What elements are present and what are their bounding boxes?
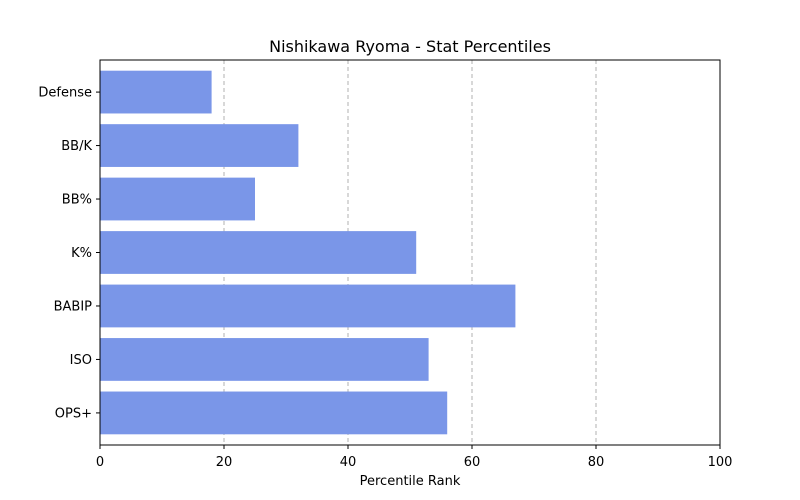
chart-title: Nishikawa Ryoma - Stat Percentiles	[269, 37, 551, 56]
x-tick-label: 0	[96, 455, 104, 470]
y-tick-label: Defense	[38, 86, 92, 101]
x-tick-label: 80	[588, 455, 605, 470]
y-tick-label: BB/K	[61, 139, 92, 154]
y-tick-label: OPS+	[55, 406, 92, 421]
x-tick-label: 60	[464, 455, 481, 470]
bar-bb	[100, 177, 255, 221]
bars	[100, 70, 516, 435]
bar-ops	[100, 391, 448, 435]
bar-babip	[100, 284, 516, 328]
bar-iso	[100, 338, 429, 381]
y-tick-label: BABIP	[54, 299, 93, 314]
x-tick-label: 40	[340, 455, 357, 470]
x-tick-label: 20	[216, 455, 233, 470]
x-tick-label: 100	[708, 455, 733, 470]
bar-defense	[100, 70, 212, 114]
x-axis-label: Percentile Rank	[360, 474, 461, 489]
x-axis-ticks: 0 20 40 60 80 100	[96, 445, 733, 470]
y-axis-ticks: Defense BB/K BB% K% BABIP ISO OPS+	[38, 86, 100, 421]
y-tick-label: K%	[71, 246, 92, 261]
y-tick-label: BB%	[62, 193, 92, 208]
bar-bb-k	[100, 124, 299, 167]
bar-k	[100, 231, 417, 274]
y-tick-label: ISO	[70, 353, 92, 368]
